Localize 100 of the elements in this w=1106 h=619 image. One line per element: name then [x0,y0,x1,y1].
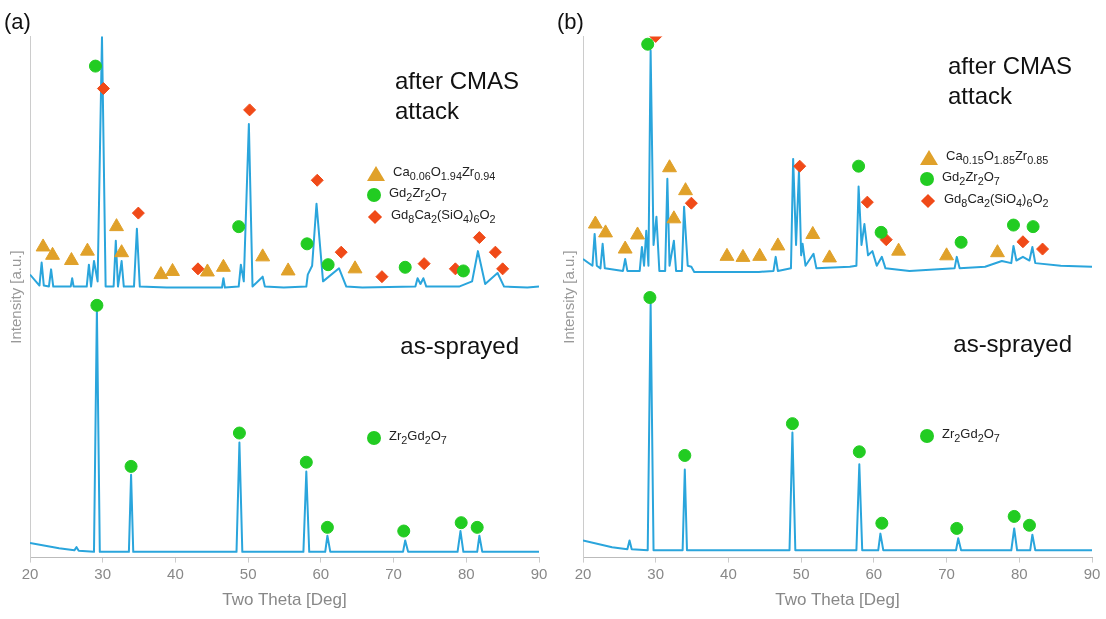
point [232,426,246,440]
point [617,240,633,254]
x-tick-label: 40 [167,564,184,582]
point [1007,509,1021,523]
chart-title: (b) [557,9,584,35]
point [280,262,296,276]
point [643,291,657,305]
x-tick-label: 30 [94,564,112,582]
point [891,242,907,256]
point [662,159,677,173]
point [299,455,313,469]
point [398,260,412,274]
point [232,220,246,234]
x-tick-label: 20 [21,564,39,582]
x-tick-label: 90 [1083,564,1101,582]
point [822,249,837,263]
legend-label: Zr$_{2}$Gd$_{2}$O$_{7}$ [389,426,447,448]
x-tick-label: 80 [457,564,475,582]
point [1022,518,1036,532]
point [1036,242,1050,256]
point [310,173,324,187]
point [215,258,231,272]
point [684,196,698,210]
point [666,210,682,224]
x-tick-label: 80 [1010,564,1028,582]
point [472,231,486,245]
legend-label: Zr$_{2}$Gd$_{2}$O$_{7}$ [942,425,1000,446]
point [939,247,954,261]
point [88,59,102,73]
x-tick-label: 50 [239,564,257,582]
point [200,263,215,277]
text: Gd$_{8}$Ca$_{2}$(SiO$_{4}$)$_{6}$O$_{2}$ [944,191,1049,209]
point [874,225,888,239]
point [1026,220,1040,234]
point [347,260,363,274]
point [397,524,411,538]
point [950,521,964,535]
point [417,257,431,271]
point [456,264,470,278]
point [587,215,603,229]
chart-title: (a) [4,9,31,35]
point [752,247,768,261]
point [1006,218,1020,232]
point [64,252,79,266]
point [954,235,968,249]
x-tick-label: 70 [938,564,955,582]
point [334,245,348,259]
point [45,246,60,260]
point [300,237,314,251]
x-axis-title: Two Theta [Deg] [222,590,347,610]
point [805,225,821,239]
y-axis-title: Intensity [a.u.] [560,250,578,344]
point [719,247,735,261]
x-tick-label: 40 [720,564,737,582]
x-tick-label: 70 [385,564,402,582]
point [243,103,257,117]
point [770,237,786,251]
legend-label: Ca$_{0.06}$O$_{1.94}$Zr$_{0.94}$ [393,162,496,184]
point [153,266,169,280]
point [1016,235,1030,249]
point [35,238,51,252]
point [131,206,145,220]
point [320,520,334,534]
point [678,448,692,462]
legend-label: Gd$_{2}$Zr$_{2}$O$_{7}$ [942,168,1000,190]
point [852,445,866,459]
annotation: after CMAS attack [947,51,1072,109]
annotation: after CMAS attack [394,67,519,125]
point [80,242,95,256]
annotation: as-sprayed [953,330,1073,358]
point [109,218,124,232]
point [255,248,271,262]
point [454,516,468,530]
point [375,270,389,284]
point [191,262,205,276]
point [990,244,1005,258]
y-axis-title: Intensity [a.u.] [7,250,25,344]
point [96,82,110,96]
x-tick-label: 60 [312,564,330,582]
point [785,417,799,431]
point [735,248,751,262]
point [321,258,335,272]
point [852,159,866,173]
point [488,245,502,259]
point [641,37,655,51]
point [678,182,693,196]
x-tick-label: 20 [574,564,592,582]
point [114,244,130,258]
point [793,159,807,173]
point [630,226,645,240]
annotation: as-sprayed [400,331,520,359]
x-tick-label: 90 [530,564,548,582]
x-axis-title: Two Theta [Deg] [775,590,900,610]
point [90,298,104,312]
point [875,516,889,530]
x-tick-label: 50 [792,564,810,582]
point [496,262,510,276]
point [165,262,180,276]
point [860,195,874,209]
x-tick-label: 30 [647,564,665,582]
